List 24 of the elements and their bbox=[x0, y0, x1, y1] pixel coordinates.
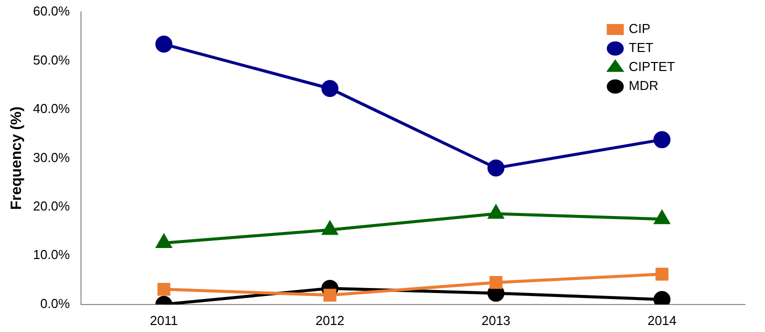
y-tick-label: 10.0% bbox=[32, 247, 70, 262]
point bbox=[490, 276, 502, 289]
y-tick-label: 30.0% bbox=[32, 150, 70, 165]
y-tick-label: 50.0% bbox=[32, 52, 70, 68]
point bbox=[653, 131, 670, 148]
legend-label: CIPTET bbox=[628, 59, 676, 74]
point bbox=[323, 288, 336, 302]
legend-label: MDR bbox=[628, 78, 658, 94]
x-tick-label: 2011 bbox=[150, 312, 178, 328]
legend-label: CIP bbox=[628, 21, 650, 36]
y-tick-label: 20.0% bbox=[32, 198, 70, 214]
point bbox=[656, 268, 668, 281]
point bbox=[157, 282, 170, 296]
point bbox=[155, 36, 172, 53]
y-tick-label: 40.0% bbox=[32, 101, 70, 116]
x-tick-label: 2012 bbox=[315, 312, 344, 328]
y-tick-label: 0.0% bbox=[40, 296, 70, 311]
y-tick-label: 60.0% bbox=[32, 4, 70, 19]
legend-label: TET bbox=[628, 40, 654, 56]
point bbox=[321, 80, 338, 98]
y-axis-title: Frequency (%) bbox=[8, 106, 26, 210]
point bbox=[487, 159, 504, 176]
x-tick-label: 2014 bbox=[648, 312, 676, 328]
x-tick-label: 2013 bbox=[481, 312, 510, 328]
